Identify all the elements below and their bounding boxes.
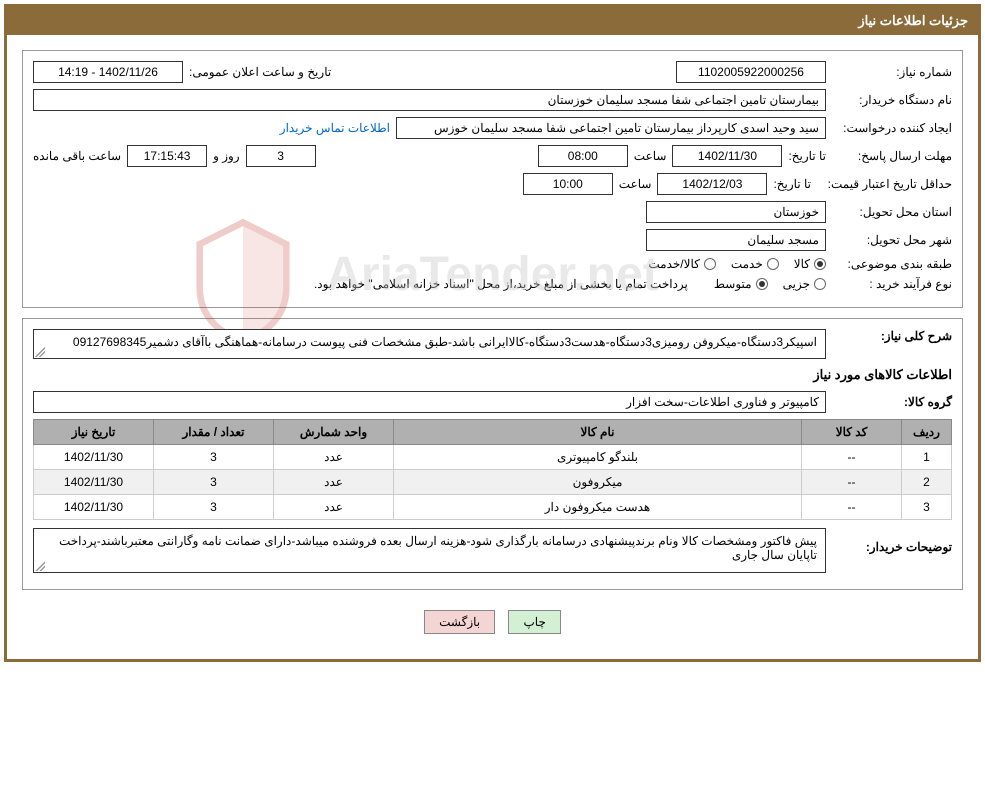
- city-value: مسجد سلیمان: [646, 229, 826, 251]
- table-cell: --: [802, 495, 902, 520]
- overall-desc-text: اسپیکر3دستگاه-میکروفن رومیزی3دستگاه-هدست…: [33, 329, 826, 359]
- resize-handle-icon: [35, 561, 45, 571]
- contact-link[interactable]: اطلاعات تماس خریدار: [280, 121, 390, 135]
- process-label: نوع فرآیند خرید :: [832, 277, 952, 291]
- print-button[interactable]: چاپ: [508, 610, 560, 634]
- radio-service[interactable]: [767, 258, 779, 270]
- table-cell: بلندگو کامپیوتری: [394, 445, 802, 470]
- days-remaining: 3: [246, 145, 316, 167]
- content-area: شماره نیاز: 1102005922000256 تاریخ و ساع…: [7, 35, 978, 659]
- table-cell: عدد: [274, 445, 394, 470]
- table-cell: 3: [154, 445, 274, 470]
- main-container: جزئیات اطلاعات نیاز AriaTender.net شماره…: [4, 4, 981, 662]
- table-cell: 2: [902, 470, 952, 495]
- th-code: کد کالا: [802, 420, 902, 445]
- radio-goods[interactable]: [814, 258, 826, 270]
- overall-desc-content: اسپیکر3دستگاه-میکروفن رومیزی3دستگاه-هدست…: [73, 335, 817, 349]
- buyer-org-label: نام دستگاه خریدار:: [832, 93, 952, 107]
- goods-group-label: گروه کالا:: [832, 395, 952, 409]
- validity-date: 1402/12/03: [657, 173, 767, 195]
- page-title: جزئیات اطلاعات نیاز: [858, 13, 968, 28]
- th-name: نام کالا: [394, 420, 802, 445]
- city-label: شهر محل تحویل:: [832, 233, 952, 247]
- th-qty: تعداد / مقدار: [154, 420, 274, 445]
- process-radio-group: جزیی متوسط: [714, 277, 826, 291]
- info-section: شماره نیاز: 1102005922000256 تاریخ و ساع…: [22, 50, 963, 308]
- th-date: تاریخ نیاز: [34, 420, 154, 445]
- table-row: 2--میکروفونعدد31402/11/30: [34, 470, 952, 495]
- buyer-notes-label: توضیحات خریدار:: [832, 528, 952, 554]
- validity-time: 10:00: [523, 173, 613, 195]
- resize-handle-icon: [35, 347, 45, 357]
- table-cell: 1402/11/30: [34, 470, 154, 495]
- th-unit: واحد شمارش: [274, 420, 394, 445]
- radio-goods-service[interactable]: [704, 258, 716, 270]
- radio-minor[interactable]: [814, 278, 826, 290]
- process-note: پرداخت تمام یا بخشی از مبلغ خرید،از محل …: [314, 277, 688, 291]
- announce-value: 14:19 - 1402/11/26: [33, 61, 183, 83]
- goods-table: ردیف کد کالا نام کالا واحد شمارش تعداد /…: [33, 419, 952, 520]
- page-header: جزئیات اطلاعات نیاز: [7, 7, 978, 35]
- table-cell: هدست میکروفون دار: [394, 495, 802, 520]
- goods-info-title: اطلاعات کالاهای مورد نیاز: [33, 367, 952, 383]
- table-cell: 1402/11/30: [34, 445, 154, 470]
- days-and-label: روز و: [213, 149, 240, 163]
- validity-label: حداقل تاریخ اعتبار قیمت:: [817, 177, 952, 191]
- table-cell: 1402/11/30: [34, 495, 154, 520]
- time-remaining-suffix: ساعت باقی مانده: [33, 149, 121, 163]
- cat-service-label: خدمت: [731, 257, 763, 271]
- requester-label: ایجاد کننده درخواست:: [832, 121, 952, 135]
- time-label-1: ساعت: [634, 149, 667, 163]
- to-date-label-2: تا تاریخ:: [773, 177, 811, 191]
- category-label: طبقه بندی موضوعی:: [832, 257, 952, 271]
- time-remaining: 17:15:43: [127, 145, 207, 167]
- category-radio-group: کالا خدمت کالا/خدمت: [648, 257, 826, 271]
- button-row: چاپ بازگشت: [22, 600, 963, 644]
- table-cell: میکروفون: [394, 470, 802, 495]
- buyer-org-value: بیمارستان تامین اجتماعی شفا مسجد سلیمان …: [33, 89, 826, 111]
- buyer-notes-content: پیش فاکتور ومشخصات کالا ونام برندپیشنهاد…: [59, 534, 817, 562]
- table-cell: 3: [154, 495, 274, 520]
- requester-value: سید وحید اسدی کارپرداز بیمارستان تامین ا…: [396, 117, 826, 139]
- th-row: ردیف: [902, 420, 952, 445]
- process-minor-label: جزیی: [783, 277, 810, 291]
- table-row: 3--هدست میکروفون دارعدد31402/11/30: [34, 495, 952, 520]
- cat-goods-label: کالا: [794, 257, 810, 271]
- radio-medium[interactable]: [756, 278, 768, 290]
- overall-desc-label: شرح کلی نیاز:: [832, 329, 952, 343]
- table-cell: --: [802, 470, 902, 495]
- table-cell: عدد: [274, 495, 394, 520]
- table-cell: 1: [902, 445, 952, 470]
- need-number-value: 1102005922000256: [676, 61, 826, 83]
- buyer-notes-text: پیش فاکتور ومشخصات کالا ونام برندپیشنهاد…: [33, 528, 826, 573]
- deadline-date: 1402/11/30: [672, 145, 782, 167]
- province-value: خوزستان: [646, 201, 826, 223]
- back-button[interactable]: بازگشت: [424, 610, 495, 634]
- table-cell: 3: [902, 495, 952, 520]
- description-section: شرح کلی نیاز: اسپیکر3دستگاه-میکروفن رومی…: [22, 318, 963, 590]
- province-label: استان محل تحویل:: [832, 205, 952, 219]
- table-row: 1--بلندگو کامپیوتریعدد31402/11/30: [34, 445, 952, 470]
- table-cell: 3: [154, 470, 274, 495]
- deadline-label: مهلت ارسال پاسخ:: [832, 149, 952, 163]
- process-medium-label: متوسط: [714, 277, 752, 291]
- cat-goods-service-label: کالا/خدمت: [648, 257, 699, 271]
- need-number-label: شماره نیاز:: [832, 65, 952, 79]
- deadline-time: 08:00: [538, 145, 628, 167]
- table-cell: --: [802, 445, 902, 470]
- to-date-label: تا تاریخ:: [788, 149, 826, 163]
- table-cell: عدد: [274, 470, 394, 495]
- goods-group-value: کامپیوتر و فناوری اطلاعات-سخت افزار: [33, 391, 826, 413]
- time-label-2: ساعت: [619, 177, 652, 191]
- announce-label: تاریخ و ساعت اعلان عمومی:: [189, 65, 331, 79]
